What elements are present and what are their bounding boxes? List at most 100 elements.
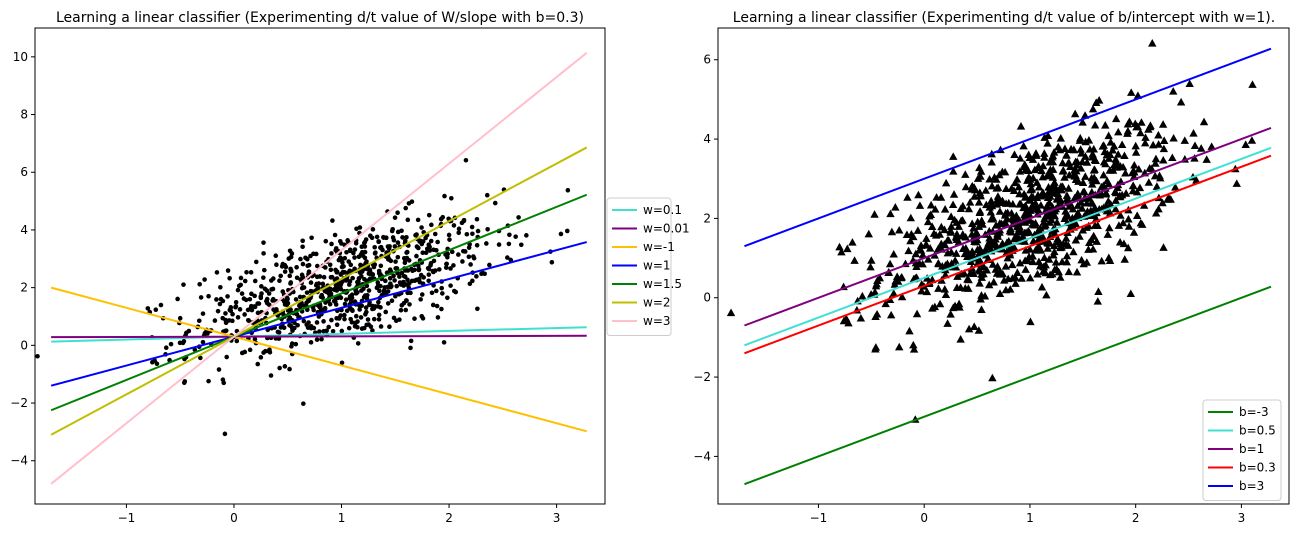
data-point — [1090, 221, 1100, 229]
data-point — [926, 200, 936, 209]
data-point — [1008, 260, 1017, 269]
data-point — [492, 200, 498, 206]
data-point — [443, 265, 449, 270]
data-point — [383, 309, 389, 315]
data-point — [309, 235, 314, 241]
data-point — [1034, 226, 1043, 234]
data-point — [1051, 258, 1061, 266]
axes-frame — [34, 27, 606, 505]
data-point — [1002, 238, 1012, 247]
data-point — [1043, 211, 1053, 219]
data-point — [1060, 144, 1070, 153]
data-point — [378, 244, 384, 250]
data-point — [177, 315, 183, 321]
data-point — [958, 201, 968, 210]
data-point — [1126, 289, 1136, 298]
chart-intercept-experiment: Learning a linear classifier (Experiment… — [693, 10, 1290, 525]
data-point — [1141, 133, 1150, 141]
data-point — [1113, 150, 1123, 158]
data-point — [912, 262, 921, 271]
data-point — [1091, 156, 1100, 164]
data-point — [245, 318, 251, 323]
data-point — [954, 222, 963, 230]
data-point — [407, 302, 412, 307]
data-point — [1147, 164, 1156, 173]
data-point — [1109, 141, 1119, 150]
data-point — [1125, 117, 1134, 125]
x-tick-label: 1 — [338, 511, 346, 525]
data-point — [398, 307, 404, 313]
data-point — [1151, 154, 1161, 163]
data-point — [370, 272, 376, 277]
data-point — [423, 250, 429, 255]
data-point — [348, 299, 354, 304]
y-tick-label: 10 — [13, 50, 28, 64]
data-point — [1078, 225, 1088, 234]
data-point — [889, 249, 898, 258]
data-point — [338, 282, 344, 287]
data-point — [1110, 160, 1119, 169]
data-point — [397, 317, 402, 322]
data-point — [1034, 182, 1044, 191]
data-point — [1021, 193, 1030, 201]
data-point — [915, 201, 925, 209]
data-point — [871, 312, 880, 320]
data-point — [329, 317, 334, 323]
data-point — [253, 259, 259, 265]
data-point — [1129, 228, 1139, 236]
data-point — [921, 241, 930, 249]
data-point — [995, 219, 1004, 227]
data-point — [1085, 145, 1095, 153]
data-point — [399, 270, 405, 276]
data-point — [1154, 140, 1163, 148]
data-point — [1081, 172, 1090, 180]
data-point — [923, 217, 933, 226]
data-point — [1056, 273, 1065, 281]
data-point — [378, 263, 384, 269]
data-point — [348, 316, 353, 322]
data-point — [317, 329, 322, 334]
data-point — [387, 267, 393, 272]
data-point — [418, 297, 423, 302]
y-tick-label: −4 — [10, 454, 28, 468]
data-point — [989, 277, 998, 286]
series-line — [50, 286, 587, 433]
data-point — [315, 263, 320, 269]
data-point — [988, 373, 997, 382]
data-point — [444, 261, 449, 267]
data-point — [1036, 201, 1046, 209]
data-point — [214, 270, 220, 275]
data-point — [225, 294, 230, 299]
data-point — [1016, 122, 1026, 130]
data-point — [343, 297, 349, 302]
data-point — [349, 307, 355, 313]
data-point — [1176, 97, 1186, 106]
data-point — [440, 214, 446, 220]
data-point — [1232, 179, 1241, 187]
data-point — [848, 238, 857, 246]
data-point — [1159, 144, 1169, 153]
data-point — [858, 291, 867, 300]
data-point — [1040, 253, 1049, 262]
data-point — [390, 235, 396, 240]
data-point — [995, 270, 1005, 278]
y-tick-label: 6 — [20, 165, 28, 179]
data-point — [977, 305, 986, 313]
data-point — [1048, 152, 1057, 161]
data-point — [352, 255, 357, 260]
data-point — [905, 326, 914, 335]
data-point — [912, 309, 922, 318]
data-point — [1070, 109, 1080, 118]
data-point — [414, 232, 419, 237]
data-point — [1110, 187, 1120, 196]
data-point — [399, 302, 405, 308]
data-point — [976, 167, 986, 175]
data-point — [235, 315, 241, 320]
data-point — [1010, 150, 1019, 158]
data-point — [1077, 149, 1086, 157]
data-point — [355, 341, 361, 346]
data-point — [1056, 196, 1065, 204]
data-point — [993, 231, 1002, 240]
data-point — [385, 301, 391, 306]
data-point — [468, 262, 473, 267]
